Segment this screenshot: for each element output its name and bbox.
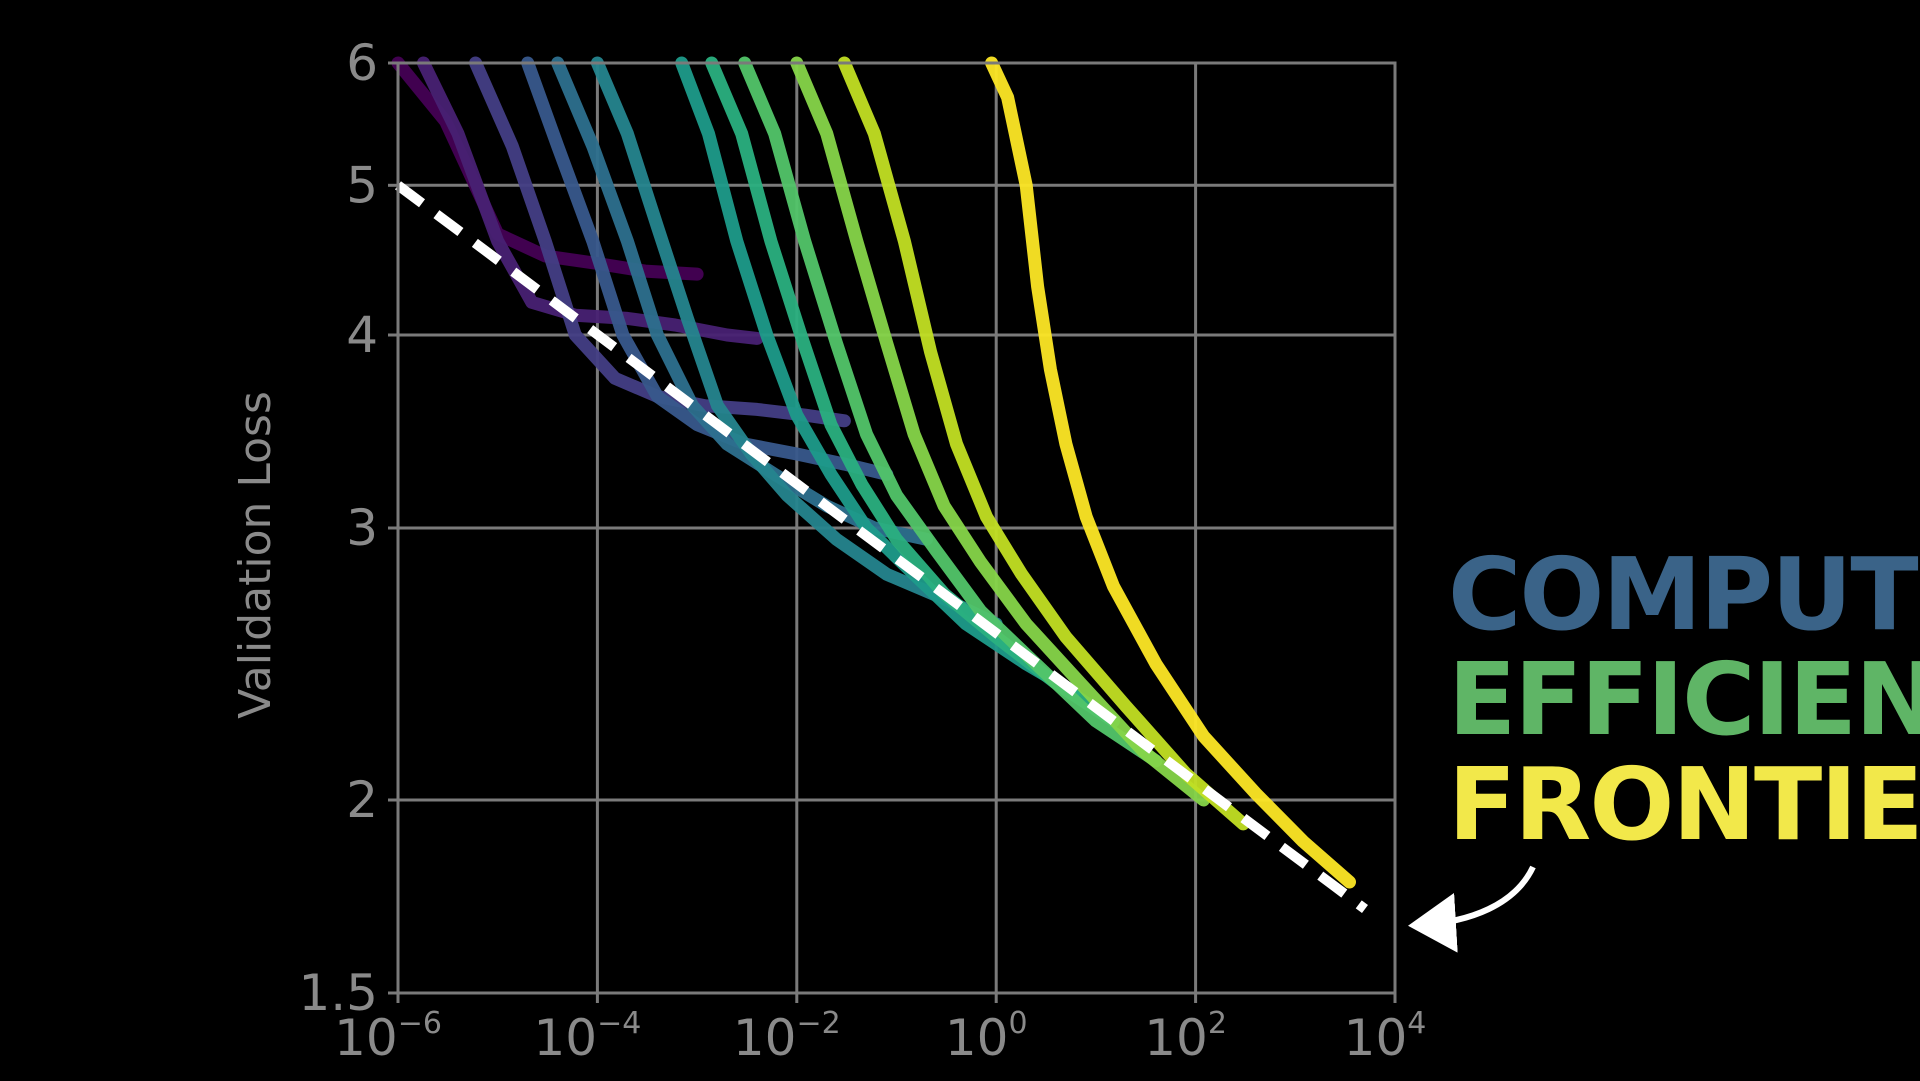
x-tick-label-1: 10−4 xyxy=(533,1006,641,1067)
x-tick-label-3: 100 xyxy=(945,1006,1028,1067)
series-line-6 xyxy=(675,56,1081,699)
y-tick-label-3: 4 xyxy=(346,306,378,364)
x-tick-label-5: 104 xyxy=(1344,1006,1427,1067)
y-tick-label-1: 2 xyxy=(346,771,378,829)
x-tick-label-0: 10−6 xyxy=(334,1006,442,1067)
y-tick-label-4: 5 xyxy=(346,156,378,214)
series-line-9 xyxy=(790,56,1210,807)
series-line-11 xyxy=(985,56,1356,889)
annotation-efficient: EFFICIENT xyxy=(1448,641,1920,758)
y-tick-label-5: 6 xyxy=(346,34,378,92)
series-line-10 xyxy=(837,56,1250,831)
y-tick-label-0: 1.5 xyxy=(298,964,378,1022)
y-tick-label-2: 3 xyxy=(346,499,378,557)
y-axis-label: Validation Loss xyxy=(230,391,281,719)
tick-labels: 10−6 10−4 10−2 100 102 104 1.5 2 3 4 5 6 xyxy=(298,34,1426,1067)
series-line-1 xyxy=(417,56,764,345)
series-line-2 xyxy=(469,56,851,428)
annotation-frontier: FRONTIER xyxy=(1448,746,1920,863)
plot-frame xyxy=(388,61,1397,1003)
x-tick-label-4: 102 xyxy=(1144,1006,1227,1067)
frontier-arrow xyxy=(1408,865,1536,953)
frontier-line xyxy=(395,181,1368,914)
frontier-layer xyxy=(395,181,1368,914)
x-tick-label-2: 10−2 xyxy=(733,1006,841,1067)
